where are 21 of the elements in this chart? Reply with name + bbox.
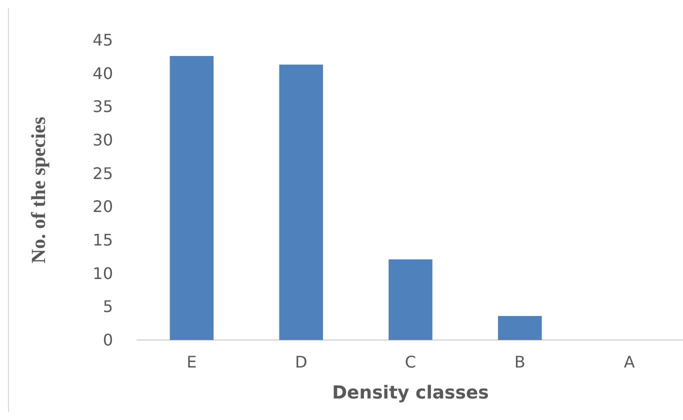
bar (170, 56, 214, 340)
x-tick-label: E (186, 352, 197, 372)
y-tick-label: 35 (92, 97, 113, 116)
y-tick-label: 45 (92, 30, 113, 50)
x-tick-label: B (514, 352, 526, 372)
x-axis-title: Density classes (332, 382, 489, 404)
y-tick-label: 25 (92, 164, 113, 183)
bar (279, 64, 323, 340)
y-tick-label: 5 (102, 297, 113, 316)
y-tick-label: 30 (92, 130, 113, 150)
y-tick-label: 15 (92, 230, 113, 250)
bar (388, 259, 432, 340)
y-tick-label: 40 (92, 64, 113, 83)
y-axis-title: No. of the species (28, 116, 50, 264)
x-tick-label: A (624, 352, 635, 372)
x-tick-label: D (294, 352, 308, 372)
x-tick-label: C (404, 352, 416, 372)
y-tick-label: 10 (92, 264, 113, 283)
y-tick-label: 0 (102, 330, 113, 350)
y-tick-label: 20 (92, 197, 113, 216)
bar (498, 316, 542, 340)
